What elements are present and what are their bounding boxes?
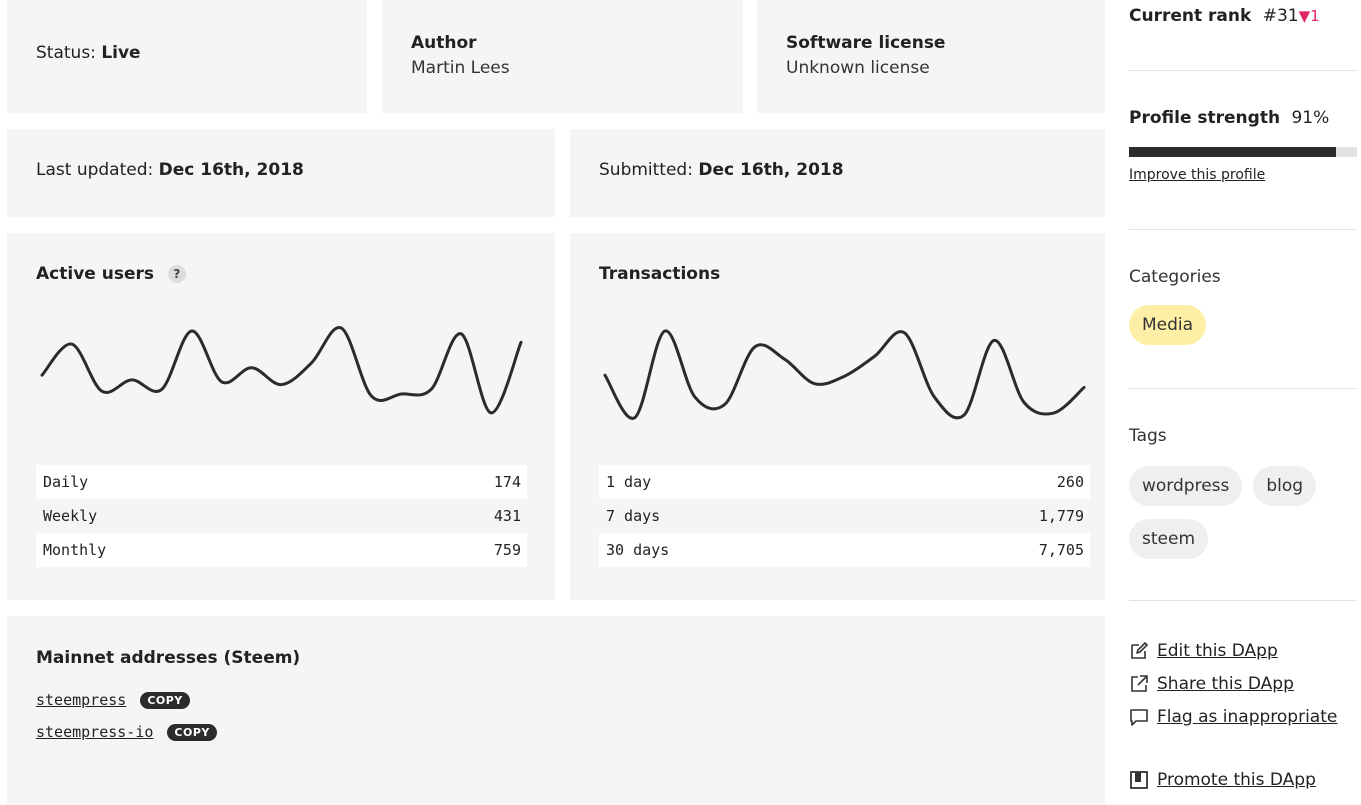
categories-section: Categories Media	[1129, 267, 1357, 358]
tag-pill-blog[interactable]: blog	[1253, 466, 1317, 506]
stat-label: Daily	[43, 473, 89, 491]
rank-label: Current rank	[1129, 6, 1252, 26]
tags-section: Tags wordpress blog steem	[1129, 426, 1357, 572]
copy-button[interactable]: COPY	[167, 723, 217, 741]
improve-profile-link[interactable]: Improve this profile	[1129, 167, 1266, 183]
stat-row-monthly: Monthly 759	[36, 533, 527, 567]
stat-row-7-days: 7 days 1,779	[599, 499, 1090, 533]
flag-comment-icon	[1130, 708, 1148, 726]
transactions-title: Transactions	[599, 264, 721, 284]
license-value: Unknown license	[786, 58, 930, 78]
stat-label: 1 day	[606, 473, 652, 491]
license-label: Software license	[786, 33, 946, 53]
stat-row-daily: Daily 174	[36, 465, 527, 499]
author-card: Author Martin Lees	[382, 0, 743, 113]
stat-value: 1,779	[1038, 507, 1084, 525]
share-dapp-link[interactable]: Share this DApp	[1129, 667, 1337, 700]
tag-pill-wordpress[interactable]: wordpress	[1129, 466, 1243, 506]
stat-row-1-day: 1 day 260	[599, 465, 1090, 499]
copy-button[interactable]: COPY	[140, 691, 190, 709]
stat-label: 7 days	[606, 507, 661, 525]
rank-value: #31	[1262, 6, 1299, 26]
promote-dapp-label: Promote this DApp	[1157, 769, 1316, 790]
submitted-card: Submitted: Dec 16th, 2018	[570, 129, 1105, 217]
tag-pill-steem[interactable]: steem	[1129, 519, 1209, 559]
strength-bar-fill	[1129, 147, 1337, 157]
license-card: Software license Unknown license	[757, 0, 1105, 113]
profile-strength: Profile strength 91%	[1129, 108, 1357, 128]
transactions-line	[603, 329, 1086, 420]
share-icon	[1131, 674, 1148, 692]
address-list: steempress COPY steempress-io COPY	[36, 684, 217, 748]
stat-label: 30 days	[606, 541, 670, 559]
stat-value: 7,705	[1038, 541, 1084, 559]
stat-row-30-days: 30 days 7,705	[599, 533, 1090, 567]
active-users-stats: Daily 174 Weekly 431 Monthly 759	[36, 465, 527, 567]
active-users-line	[40, 326, 523, 415]
edit-dapp-label: Edit this DApp	[1157, 640, 1278, 661]
stat-value: 759	[493, 541, 521, 559]
category-pill-media[interactable]: Media	[1129, 305, 1207, 345]
strength-value: 91%	[1291, 108, 1330, 128]
stat-label: Weekly	[43, 507, 98, 525]
actions-list: Edit this DApp Share this DApp Flag as i…	[1129, 634, 1337, 796]
status-card: Status: Live	[7, 0, 367, 113]
address-row: steempress-io COPY	[36, 716, 217, 748]
address-link[interactable]: steempress	[36, 691, 127, 709]
edit-icon	[1131, 641, 1148, 659]
stat-row-weekly: Weekly 431	[36, 499, 527, 533]
author-value: Martin Lees	[411, 58, 510, 78]
categories-title: Categories	[1129, 267, 1221, 287]
stat-label: Monthly	[43, 541, 107, 559]
last-updated-value: Dec 16th, 2018	[158, 160, 304, 180]
transactions-sparkline	[603, 329, 1086, 420]
stat-value: 260	[1056, 473, 1084, 491]
divider	[1129, 388, 1357, 389]
status-label: Status:	[36, 43, 96, 63]
mainnet-addresses-card: Mainnet addresses (Steem) steempress COP…	[7, 616, 1105, 805]
tags-title: Tags	[1129, 426, 1167, 446]
status-value: Live	[101, 43, 141, 63]
promote-dapp-link[interactable]: Promote this DApp	[1129, 763, 1337, 796]
transactions-stats: 1 day 260 7 days 1,779 30 days 7,705	[599, 465, 1090, 567]
submitted-value: Dec 16th, 2018	[698, 160, 844, 180]
last-updated-card: Last updated: Dec 16th, 2018	[7, 129, 555, 217]
strength-label: Profile strength	[1129, 108, 1281, 128]
share-dapp-label: Share this DApp	[1157, 673, 1294, 694]
flag-dapp-link[interactable]: Flag as inappropriate	[1129, 700, 1337, 733]
rank-change: ▼1	[1298, 7, 1320, 25]
help-icon[interactable]: ?	[167, 265, 186, 283]
submitted-label: Submitted:	[599, 160, 693, 180]
edit-dapp-link[interactable]: Edit this DApp	[1129, 634, 1337, 667]
active-users-sparkline	[40, 326, 523, 415]
promote-icon	[1130, 770, 1148, 789]
author-label: Author	[411, 33, 477, 53]
address-link[interactable]: steempress-io	[36, 723, 154, 741]
strength-bar	[1129, 147, 1357, 157]
divider	[1129, 70, 1357, 71]
divider	[1129, 229, 1357, 230]
stat-value: 431	[493, 507, 521, 525]
last-updated-label: Last updated:	[36, 160, 154, 180]
current-rank: Current rank #31▼1	[1129, 6, 1357, 26]
flag-dapp-label: Flag as inappropriate	[1157, 706, 1338, 727]
active-users-title: Active users ?	[36, 264, 186, 284]
transactions-card: Transactions 1 day 260 7 days 1,779 30 d…	[570, 233, 1105, 600]
status-row: Status: Live	[36, 43, 141, 63]
active-users-title-text: Active users	[36, 264, 154, 284]
active-users-card: Active users ? Daily 174 Weekly 431 Mont…	[7, 233, 555, 600]
divider	[1129, 600, 1357, 601]
mainnet-title: Mainnet addresses (Steem)	[36, 648, 301, 668]
address-row: steempress COPY	[36, 684, 217, 716]
stat-value: 174	[493, 473, 521, 491]
